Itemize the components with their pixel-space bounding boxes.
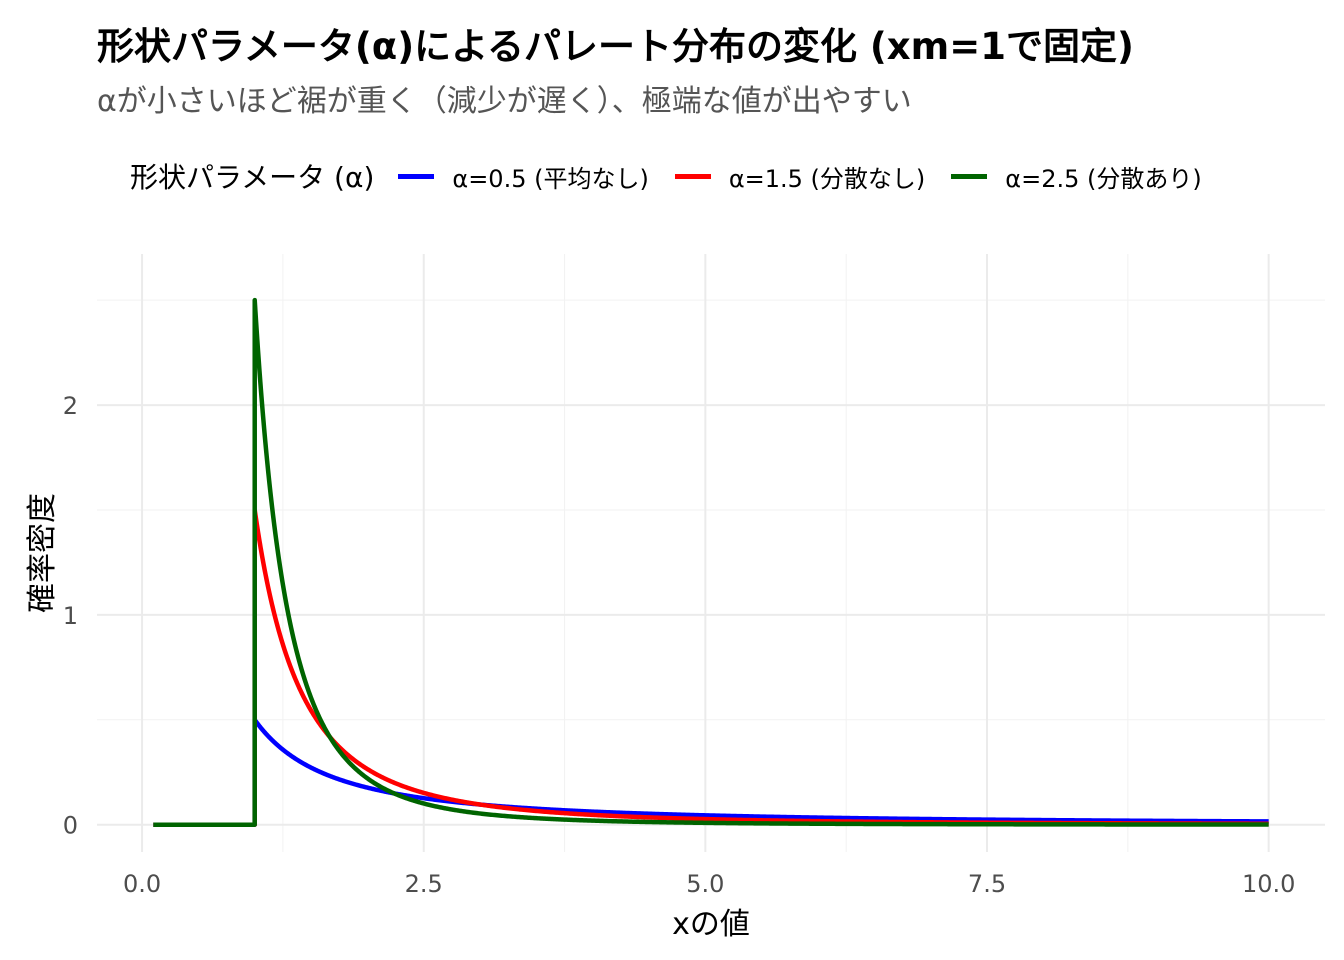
- x-tick-label: 2.5: [405, 870, 443, 898]
- legend-item-alpha-0-5: α=0.5 (平均なし): [398, 159, 649, 194]
- grid-minor: [97, 254, 1325, 852]
- series-layer: [153, 297, 1269, 827]
- legend-key-alpha-1-5: [674, 173, 711, 179]
- legend-item-alpha-1-5: α=1.5 (分散なし): [674, 159, 926, 194]
- y-axis-ticks: 0 1 2: [63, 392, 78, 840]
- legend-title: 形状パラメータ (α): [130, 161, 375, 194]
- y-tick-label: 0: [63, 812, 78, 840]
- x-tick-label: 0.0: [123, 870, 161, 898]
- legend-key-alpha-0-5: [398, 173, 435, 179]
- series-line-alpha-2-5: [153, 297, 1269, 827]
- x-axis-title: xの値: [672, 907, 750, 942]
- y-axis-title: 確率密度: [25, 493, 60, 613]
- series-line-alpha-0-5: [153, 717, 1269, 827]
- legend-label-alpha-2-5: α=2.5 (分散あり): [1005, 164, 1202, 193]
- series-line-alpha-1-5: [153, 507, 1269, 827]
- legend-key-alpha-2-5: [951, 173, 988, 179]
- legend-label-alpha-1-5: α=1.5 (分散なし): [728, 164, 926, 193]
- y-tick-label: 1: [63, 602, 78, 630]
- legend-label-alpha-0-5: α=0.5 (平均なし): [452, 164, 649, 193]
- y-tick-label: 2: [63, 392, 78, 420]
- legend-item-alpha-2-5: α=2.5 (分散あり): [951, 159, 1202, 194]
- x-tick-label: 10.0: [1242, 870, 1295, 898]
- chart-subtitle: αが小さいほど裾が重く（減少が遅く）、極端な値が出やすい: [97, 84, 912, 119]
- legend: 形状パラメータ (α) α=0.5 (平均なし) α=1.5 (分散なし) α=…: [130, 156, 1228, 196]
- x-tick-label: 7.5: [968, 870, 1006, 898]
- x-axis-ticks: 0.0 2.5 5.0 7.5 10.0: [123, 870, 1295, 898]
- grid-major: [97, 254, 1325, 852]
- chart-title: 形状パラメータ(α)によるパレート分布の変化 (xm=1で固定): [97, 25, 1134, 68]
- x-tick-label: 5.0: [686, 870, 724, 898]
